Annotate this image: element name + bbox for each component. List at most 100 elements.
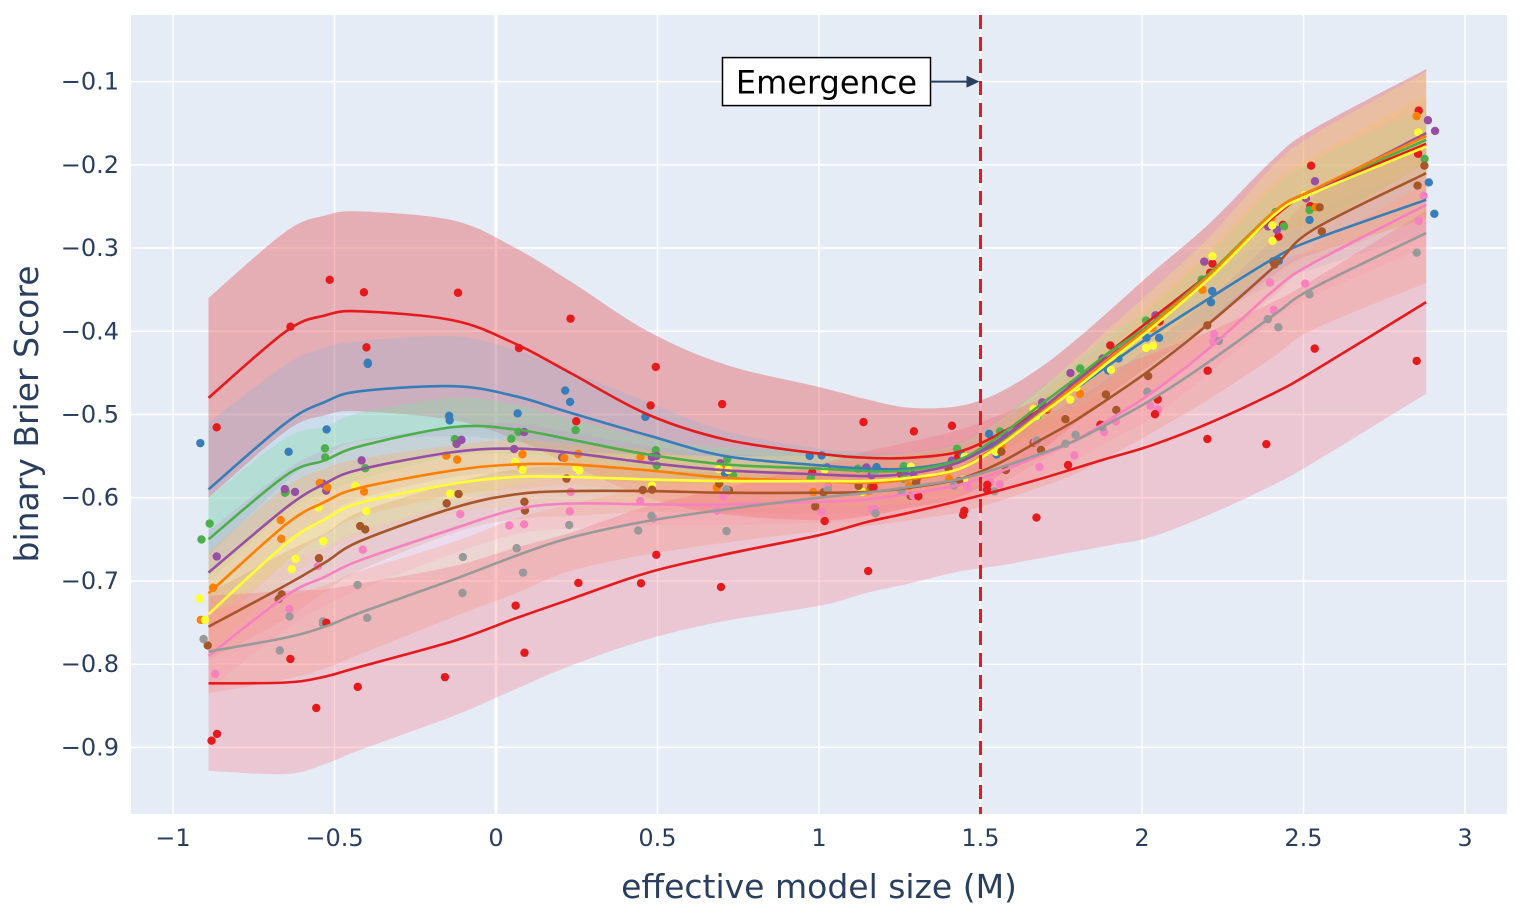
point-bottom-red-17-1 (1150, 410, 1160, 419)
point-blue-6-0 (565, 397, 575, 407)
point-brown-5-0 (520, 497, 529, 506)
annotation-box (721, 56, 932, 107)
point-purple-1-1 (290, 487, 300, 497)
point-brown-21-1 (1413, 181, 1422, 190)
point-bottom-red-11-0 (914, 492, 923, 501)
point-brown-13-1 (997, 447, 1006, 456)
point-brown-4-0 (442, 499, 451, 508)
point-bottom-red-18-1 (1203, 434, 1212, 444)
point-purple-18-0 (1200, 257, 1209, 266)
point-blue-17-0 (1154, 333, 1164, 343)
point-bottom-red-2-1 (312, 703, 321, 713)
band-top-red (208, 69, 1427, 521)
point-green-0-1 (205, 519, 214, 528)
point-orange-21-0 (1412, 111, 1421, 121)
point-grey-21-0 (1412, 248, 1421, 257)
point-pink-17-0 (1146, 401, 1155, 410)
point-top-red-11-0 (909, 427, 919, 436)
point-top-red-7-1 (651, 362, 660, 372)
point-yellow-0-1 (200, 615, 210, 625)
point-yellow-3-1 (362, 507, 371, 516)
x-tick-label-4: 1 (811, 824, 826, 852)
point-pink-21-0 (1414, 216, 1424, 226)
y-tick-label-2: −0.7 (61, 567, 119, 595)
point-orange-4-0 (452, 455, 462, 464)
x-tick-labels: −1 −0.5 0 0.5 1 1.5 2 2.5 3 (155, 824, 1472, 852)
emergence-annotation: Emergence (721, 56, 980, 107)
x-axis-title: effective model size (M) (621, 867, 1017, 906)
point-bottom-red-8-0 (716, 582, 726, 592)
line-bottom-red (208, 300, 1427, 685)
point-blue-4-1 (444, 411, 454, 421)
point-grey-4-0 (458, 588, 467, 598)
point-purple-21-1 (1423, 116, 1433, 125)
point-top-red-3-1 (362, 343, 371, 352)
point-yellow-18-0 (1208, 251, 1217, 261)
point-top-red-2-0 (325, 275, 334, 284)
x-tick-label-5: 1.5 (961, 824, 999, 852)
point-brown-16-0 (1112, 405, 1121, 415)
point-pink-19-0 (1265, 278, 1275, 287)
x-tick-label-2: 0 (488, 824, 503, 852)
point-grey-7-1 (634, 526, 643, 535)
y-tick-label-7: −0.2 (61, 151, 119, 179)
point-brown-20-1 (1315, 203, 1324, 212)
point-blue-2-0 (322, 425, 331, 434)
x-tick-label-1: −0.5 (305, 824, 363, 852)
y-tick-label-6: −0.3 (61, 234, 119, 262)
point-top-red-12-1 (947, 421, 957, 430)
point-bottom-red-0-1 (212, 729, 222, 739)
point-orange-1-1 (277, 534, 286, 544)
point-yellow-17-1 (1141, 343, 1151, 353)
point-grey-3-0 (362, 613, 372, 623)
point-blue-6-1 (561, 386, 570, 395)
point-green-5-0 (507, 434, 516, 443)
y-tick-label-0: −0.9 (61, 733, 119, 761)
point-bottom-red-4-0 (440, 672, 450, 682)
point-yellow-15-0 (1066, 395, 1075, 404)
point-brown-16-1 (1101, 390, 1111, 399)
annotation-text: Emergence (736, 64, 917, 102)
point-bottom-red-7-1 (636, 579, 646, 588)
point-pink-18-0 (1209, 330, 1219, 339)
point-yellow-19-1 (1268, 236, 1277, 246)
point-green-15-0 (1075, 364, 1085, 373)
point-top-red-20-1 (1306, 161, 1316, 170)
point-yellow-17-0 (1148, 341, 1158, 350)
point-bottom-red-7-0 (652, 550, 661, 560)
point-pink-15-0 (1070, 451, 1079, 460)
point-bottom-red-19-0 (1262, 439, 1271, 449)
point-bottom-red-3-0 (353, 682, 362, 692)
point-bottom-red-0-0 (207, 736, 216, 745)
point-purple-20-0 (1310, 177, 1320, 186)
point-bottom-red-5-0 (520, 648, 529, 657)
point-orange-2-0 (323, 483, 332, 492)
point-pink-5-0 (519, 520, 529, 529)
point-brown-4-1 (454, 489, 463, 499)
point-pink-3-0 (358, 545, 367, 554)
point-brown-7-0 (647, 485, 657, 494)
point-top-red-6-1 (566, 314, 575, 323)
point-brown-2-0 (314, 554, 324, 563)
y-axis-title: binary Brier Score (7, 266, 46, 563)
y-tick-label-8: −0.1 (61, 68, 119, 96)
point-yellow-19-0 (1268, 221, 1277, 230)
point-bottom-red-18-0 (1203, 366, 1212, 375)
point-blue-1-0 (284, 447, 293, 457)
point-orange-3-0 (359, 487, 369, 496)
point-grey-1-1 (275, 646, 285, 655)
point-grey-8-0 (722, 526, 731, 536)
point-pink-8-1 (719, 492, 728, 501)
point-grey-10-1 (871, 509, 880, 518)
point-yellow-6-1 (575, 466, 584, 475)
point-green-2-1 (320, 444, 330, 453)
point-blue-20-0 (1305, 215, 1314, 225)
point-brown-9-0 (811, 502, 820, 511)
y-tick-label-1: −0.8 (61, 650, 119, 678)
point-bottom-red-13-1 (982, 485, 992, 494)
point-green-6-0 (571, 425, 580, 435)
point-yellow-5-0 (518, 465, 527, 474)
point-yellow-4-0 (445, 489, 455, 498)
point-pink-9-0 (817, 507, 826, 517)
